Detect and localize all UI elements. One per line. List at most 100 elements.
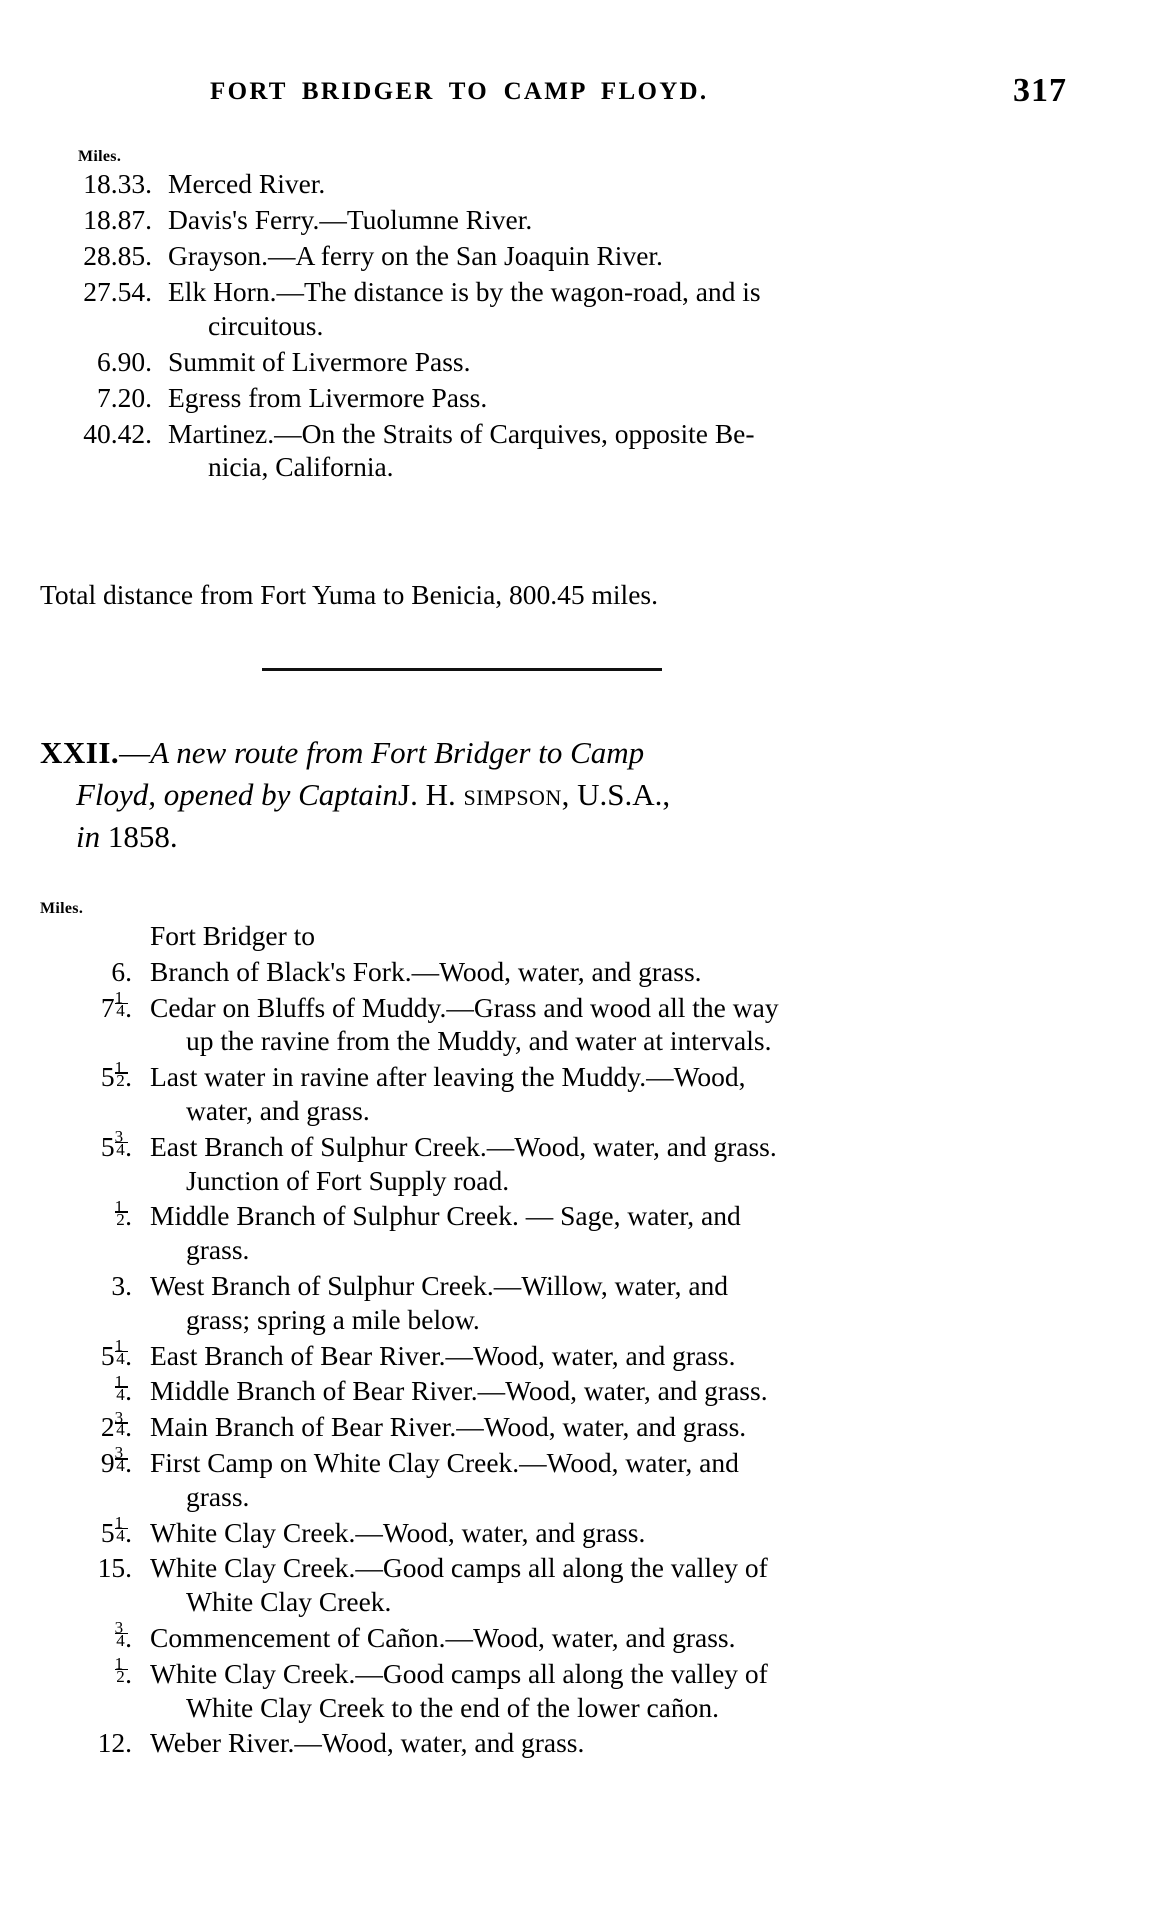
entry-distance: 15. (97, 1552, 132, 1584)
author-affiliation: , U.S.A., (561, 777, 671, 812)
total-distance-line: Total distance from Fort Yuma to Benicia… (40, 579, 658, 610)
entry-distance: 7.20. (97, 381, 152, 413)
running-head-title: FORT BRIDGER TO CAMP FLOYD. (210, 78, 709, 105)
itinerary-entry: 3. West Branch of Sulphur Creek.—Willow, … (40, 1269, 1070, 1337)
itinerary-section-one: Miles. 18.33. Merced River. 18.87. Davis's … (40, 148, 1050, 486)
entry-description: Elk Horn.—The distance is by the wagon-r… (168, 276, 761, 307)
entry-description: Branch of Black's Fork.—Wood, water, and… (150, 955, 702, 987)
entry-description: Grayson.—A ferry on the San Joaquin Rive… (168, 240, 663, 271)
entry-description: Summit of Livermore Pass. (168, 345, 471, 377)
entry-distance: 3. (111, 1269, 132, 1301)
entry-description: Cedar on Bluffs of Muddy.—Grass and wood… (150, 991, 779, 1023)
entry-distance: 28.85. (83, 240, 152, 271)
entry-description: Commencement of Cañon.—Wood, water, and … (150, 1621, 736, 1653)
section-divider-rule (262, 668, 662, 671)
entry-continuation: grass; spring a mile below. (186, 1303, 480, 1335)
itinerary-section-two: Miles. Fort Bridger to 6. Branch of Black… (40, 900, 1070, 1762)
itinerary-entry: 5 1 2. Last water in ravine after leaving t… (40, 1057, 1070, 1128)
running-head: FORT BRIDGER TO CAMP FLOYD. 317 (0, 72, 1152, 118)
entry-description: White Clay Creek.—Good camps all along t… (150, 1552, 768, 1584)
itinerary-entry: 5 3 4. East Branch of Sulphur Creek.—Wood, … (40, 1127, 1070, 1198)
itinerary-entry: 6.90. Summit of Livermore Pass. (40, 345, 1050, 379)
chapter-dash: — (119, 735, 151, 770)
itinerary-entry: 5 1 4. White Clay Creek.—Wood, water, and g… (40, 1512, 1070, 1550)
author-surname: SIMPSON (463, 777, 562, 812)
itinerary-entry: 2 3 4. Main Branch of Bear River.—Wood, wat… (40, 1407, 1070, 1444)
entry-continuation: nicia, California. (208, 451, 394, 482)
entry-description: Middle Branch of Sulphur Creek. — Sage, … (150, 1200, 741, 1232)
entry-distance: 40.42. (83, 417, 152, 449)
entry-continuation: up the ravine from the Muddy, and water … (186, 1025, 772, 1057)
chapter-numeral: XXII. (40, 735, 120, 770)
miles-column-label-two: Miles. (40, 900, 84, 917)
entry-description: First Camp on White Clay Creek.—Wood, wa… (150, 1446, 739, 1478)
entry-distance: 6. (111, 955, 132, 987)
entry-distance: 27.54. (83, 276, 152, 307)
entry-distance: 12. (97, 1727, 132, 1759)
itinerary-entry: 18.33. Merced River. (40, 167, 1050, 201)
entry-description: East Branch of Bear River.—Wood, water, … (150, 1339, 736, 1371)
itinerary-entry: 1 2. White Clay Creek.—Good camps all alon… (40, 1654, 1070, 1725)
itinerary-entry: 18.87. Davis's Ferry.—Tuolumne River. (40, 203, 1050, 237)
entry-description: Davis's Ferry.—Tuolumne River. (168, 204, 533, 235)
itinerary-list-two: 6. Branch of Black's Fork.—Wood, water, a… (40, 955, 1070, 1760)
entry-distance: 6.90. (97, 345, 152, 377)
chapter-year: 1858. (100, 819, 178, 854)
chapter-heading: XXII.—A new route from Fort Bridger to C… (40, 732, 1108, 858)
itinerary-entry: 9 3 4. First Camp on White Clay Creek.—Wood… (40, 1444, 1070, 1514)
itinerary-entry: 27.54. Elk Horn.—The distance is by the w… (40, 275, 1050, 342)
itinerary-list-one: 18.33. Merced River. 18.87. Davis's Ferry.—… (40, 167, 1050, 484)
entry-continuation: grass. (186, 1234, 250, 1266)
itinerary-entry: 1 4. Middle Branch of Bear River.—Wood, wa… (40, 1371, 1070, 1408)
itinerary-entry: 28.85. Grayson.—A ferry on the San Joaqui… (40, 239, 1050, 273)
itinerary-entry: 1 2. Middle Branch of Sulphur Creek. — Sag… (40, 1196, 1070, 1267)
itinerary-entry: 15. White Clay Creek.—Good camps all alon… (40, 1551, 1070, 1619)
entry-continuation: White Clay Creek. (186, 1586, 392, 1618)
itinerary-entry: 12. Weber River.—Wood, water, and grass. (40, 1726, 1070, 1760)
entry-description: Middle Branch of Bear River.—Wood, water… (150, 1375, 768, 1407)
entry-description: Weber River.—Wood, water, and grass. (150, 1727, 585, 1759)
entry-description: White Clay Creek.—Good camps all along t… (150, 1657, 768, 1689)
entry-continuation: Junction of Fort Supply road. (186, 1164, 510, 1196)
entry-description: West Branch of Sulphur Creek.—Willow, wa… (150, 1269, 729, 1301)
entry-description: Main Branch of Bear River.—Wood, water, … (150, 1411, 747, 1443)
itinerary-lead-line: Fort Bridger to (150, 920, 315, 951)
itinerary-entry: 3 4. Commencement of Cañon.—Wood, water, a… (40, 1618, 1070, 1655)
itinerary-entry: 40.42. Martinez.—On the Straits of Carqui… (40, 417, 1050, 484)
entry-description: Merced River. (168, 168, 326, 199)
chapter-title-line2: Floyd, opened by Captain (76, 777, 398, 812)
entry-distance: 18.33. (83, 168, 152, 199)
itinerary-entry: 6. Branch of Black's Fork.—Wood, water, a… (40, 955, 1070, 989)
entry-description: Last water in ravine after leaving the M… (150, 1061, 746, 1093)
entry-continuation: White Clay Creek to the end of the lower… (186, 1691, 720, 1723)
entry-description: Martinez.—On the Straits of Carquives, o… (168, 417, 755, 449)
entry-continuation: circuitous. (208, 309, 324, 341)
chapter-title-line1: A new route from Fort Bridger to Camp (150, 735, 645, 770)
page-number: 317 (1013, 72, 1067, 109)
itinerary-entry: 7 1 4. Cedar on Bluffs of Muddy.—Grass and … (40, 989, 1070, 1059)
entry-continuation: grass. (186, 1480, 250, 1512)
itinerary-entry: 5 1 4. East Branch of Bear River.—Wood, wat… (40, 1335, 1070, 1373)
miles-column-label: Miles. (78, 148, 122, 165)
chapter-title-line3: in (76, 819, 101, 854)
